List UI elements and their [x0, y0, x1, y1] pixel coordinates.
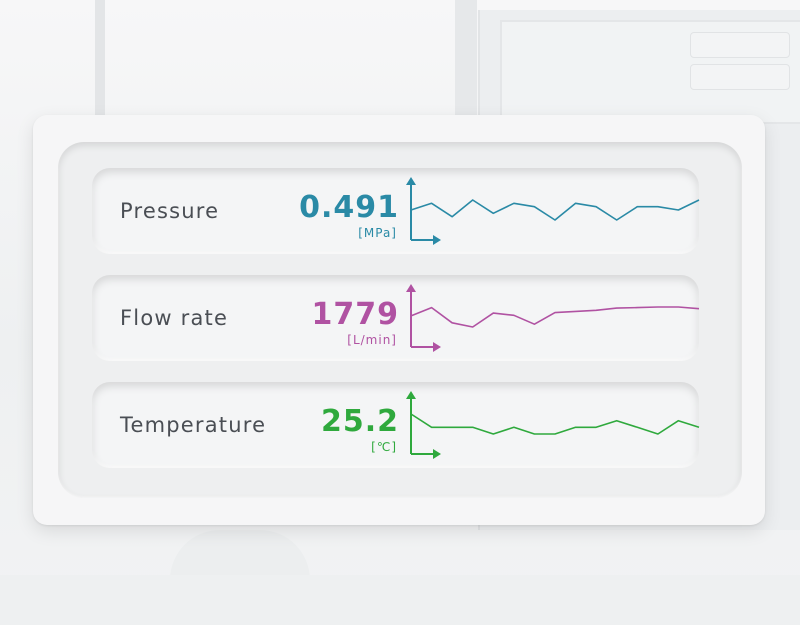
metric-value: 1779 [311, 297, 399, 332]
trend-graph [406, 177, 700, 245]
x-axis-arrow-icon [433, 342, 441, 352]
background-floor [0, 575, 800, 625]
metric-label: Flow rate [120, 306, 229, 330]
metric-label: Temperature [120, 413, 267, 437]
metric-unit: [MPa] [358, 226, 397, 240]
metric-row-flow-rate: Flow rate 1779 [L/min] [92, 275, 700, 361]
background-stand [170, 530, 310, 580]
metric-value: 25.2 [320, 404, 399, 439]
y-axis-arrow-icon [406, 391, 416, 399]
metric-label: Pressure [120, 199, 220, 223]
metric-value: 0.491 [299, 190, 399, 225]
background-pillar [455, 0, 477, 120]
background-mini-row [690, 32, 790, 58]
background-mini-row [690, 64, 790, 90]
y-axis-arrow-icon [406, 284, 416, 292]
y-axis-arrow-icon [406, 177, 416, 185]
x-axis-arrow-icon [433, 449, 441, 459]
trend-line [410, 306, 700, 328]
trend-line [410, 413, 700, 435]
metric-unit: [L/min] [347, 333, 397, 347]
metric-row-pressure: Pressure 0.491 [MPa] [92, 168, 700, 254]
trend-graph [406, 391, 700, 459]
background-pillar [95, 0, 105, 120]
metric-unit: [℃] [371, 440, 397, 454]
metric-row-temperature: Temperature 25.2 [℃] [92, 382, 700, 468]
trend-line [410, 199, 700, 221]
x-axis-arrow-icon [433, 235, 441, 245]
trend-graph [406, 284, 700, 352]
